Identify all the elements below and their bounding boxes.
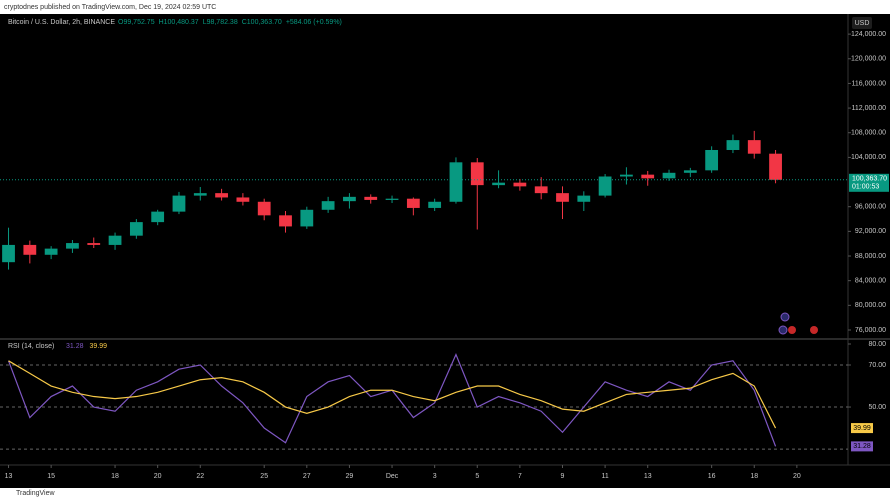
candle-body [513,182,527,187]
ohlc-value: C100,363.70 [242,19,282,26]
candle-body [534,186,548,194]
rsi-value-box [851,423,873,434]
candle-body [321,201,335,210]
time-tick-label: 29 [346,473,354,480]
candle-body [385,198,399,200]
time-tick-label: 11 [601,473,608,480]
rsi-value-label: 31.28 [853,443,871,450]
candle-body [151,211,165,223]
time-tick-label: 3 [433,473,437,480]
rsi-tick-label: 70.00 [868,362,886,369]
rsi-value-box [851,441,873,452]
candle-body [620,174,633,177]
price-tick-label: 108,000.00 [851,130,886,137]
time-tick-label: 13 [644,473,652,480]
time-tick-label: 16 [708,473,716,480]
candle-body [87,243,101,245]
price-tick-label: 84,000.00 [855,278,886,285]
candle-body [726,140,740,150]
candle-body [66,243,79,249]
price-tick-label: 76,000.00 [855,327,886,334]
last-price-box [849,173,889,192]
candle-body [44,248,58,255]
footer-brand: TradingView [16,490,55,497]
currency[interactable]: USD [855,20,870,27]
candle-body [343,196,356,202]
candle-body [769,153,782,180]
candle-body [23,244,37,255]
time-tick-label: 27 [303,473,311,480]
last-price-label: 100,363.70 [852,176,887,183]
candle-body [747,140,761,154]
candle-body [705,149,719,171]
rsi-title: RSI (14, close) [8,343,54,350]
event-icon[interactable] [778,325,788,335]
candle-body [683,170,697,173]
time-tick-label: Dec [386,473,399,480]
rsi-value-label: 39.99 [853,425,871,432]
event-icon[interactable] [780,312,790,322]
candle-body [172,195,186,212]
candle-body [406,198,420,208]
time-tick-label: 18 [750,473,758,480]
time-tick-label: 18 [111,473,119,480]
bar-countdown: 01:00:53 [852,184,879,191]
candle-body [257,201,271,216]
time-tick-label: 9 [561,473,565,480]
candle-body [577,195,591,202]
candle-body [364,196,378,200]
time-tick-label: 20 [793,473,801,480]
price-tick-label: 120,000.00 [851,56,886,63]
candle-body [449,162,463,202]
candle-body [598,176,612,196]
ohlc-value: H100,480.37 [159,19,199,26]
candle-body [236,197,250,202]
symbol-title: Bitcoin / U.S. Dollar, 2h, BINANCE [8,19,115,26]
candle-body [662,172,676,179]
candle-body [215,193,228,198]
price-tick-label: 88,000.00 [855,253,886,260]
time-tick-label: 25 [260,473,268,480]
price-tick-label: 112,000.00 [851,105,886,112]
time-tick-label: 20 [154,473,162,480]
time-tick-label: 15 [47,473,55,480]
price-change: +584.06 (+0.59%) [286,19,342,26]
price-tick-label: 116,000.00 [851,80,886,87]
event-icon[interactable] [810,326,818,334]
candle-body [193,193,207,196]
rsi-legend-value: 39.99 [90,343,108,350]
rsi-line [8,360,777,429]
candle-body [300,209,314,227]
candle-body [108,235,122,245]
price-tick-label: 92,000.00 [855,228,886,235]
ohlc-value: L98,782.38 [203,19,238,26]
chart-background [0,14,890,488]
rsi-tick-label: 80.00 [868,341,886,348]
time-tick-label: 5 [475,473,479,480]
price-tick-label: 124,000.00 [851,31,886,38]
candle-body [470,162,484,186]
publisher-note: cryptodnes published on TradingView.com,… [4,4,216,11]
ohlc-value: O99,752.75 [118,19,155,26]
price-tick-label: 96,000.00 [855,204,886,211]
candle-body [492,182,505,186]
candle-body [279,215,292,227]
rsi-tick-label: 50.00 [868,404,886,411]
rsi-legend-value: 31.28 [66,343,84,350]
currency-box[interactable] [852,17,872,29]
time-tick-label: 22 [196,473,204,480]
price-tick-label: 104,000.00 [851,154,886,161]
event-icon[interactable] [788,326,796,334]
candle-body [2,244,15,263]
candle-body [428,201,442,208]
candle-body [641,174,655,179]
price-tick-label: 80,000.00 [855,302,886,309]
candle-body [556,193,569,202]
candle-body [129,222,143,236]
time-tick-label: 13 [5,473,13,480]
time-tick-label: 7 [518,473,522,480]
